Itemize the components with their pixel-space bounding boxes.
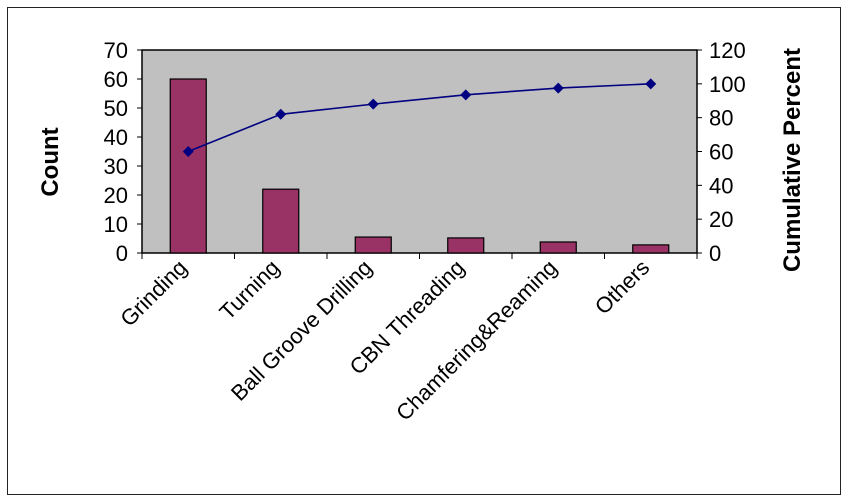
bar-5 — [632, 244, 670, 254]
right-tick-label-4: 80 — [709, 106, 733, 131]
left-tick-label-1: 10 — [104, 212, 128, 237]
category-label-1: Turning — [214, 255, 284, 325]
left-tick-label-6: 60 — [104, 67, 128, 92]
right-axis-ticks: 0 20 40 60 80 100 120 — [697, 38, 746, 266]
y-axis-title: Count — [37, 127, 64, 196]
left-tick-label-7: 70 — [104, 38, 128, 63]
cumulative-line — [187, 83, 651, 153]
category-label-0: Grinding — [115, 255, 191, 331]
category-label-4: Chamfering&Reaming — [391, 255, 562, 426]
cumulative-point-0 — [182, 146, 194, 157]
bar-1 — [262, 188, 300, 254]
plot-area — [141, 49, 698, 254]
left-tick-label-3: 30 — [104, 154, 128, 179]
cumulative-point-3 — [460, 89, 472, 101]
right-tick-label-1: 20 — [709, 207, 733, 232]
bar-4 — [539, 241, 577, 254]
category-label-5: Others — [590, 255, 654, 319]
right-tick-label-0: 0 — [709, 241, 721, 266]
bar-0 — [169, 78, 207, 254]
cumulative-point-2 — [367, 98, 379, 110]
cumulative-point-5 — [645, 78, 657, 90]
right-tick-label-5: 100 — [709, 72, 746, 97]
cumulative-point-1 — [275, 108, 287, 120]
left-tick-label-2: 20 — [104, 183, 128, 208]
cumulative-point-4 — [552, 82, 564, 94]
right-tick-label-2: 40 — [709, 173, 733, 198]
left-tick-label-0: 0 — [116, 241, 128, 266]
left-axis-ticks: 0 10 20 30 40 50 60 70 — [104, 38, 142, 266]
right-tick-label-6: 120 — [709, 38, 746, 63]
y2-axis-title: Cumulative Percent — [779, 48, 806, 272]
bar-2 — [354, 236, 392, 254]
bar-3 — [447, 237, 485, 254]
left-tick-label-5: 50 — [104, 96, 128, 121]
right-tick-label-3: 60 — [709, 140, 733, 165]
left-tick-label-4: 40 — [104, 125, 128, 150]
bars-layer — [169, 78, 670, 254]
cumulative-line-layer — [182, 78, 657, 157]
